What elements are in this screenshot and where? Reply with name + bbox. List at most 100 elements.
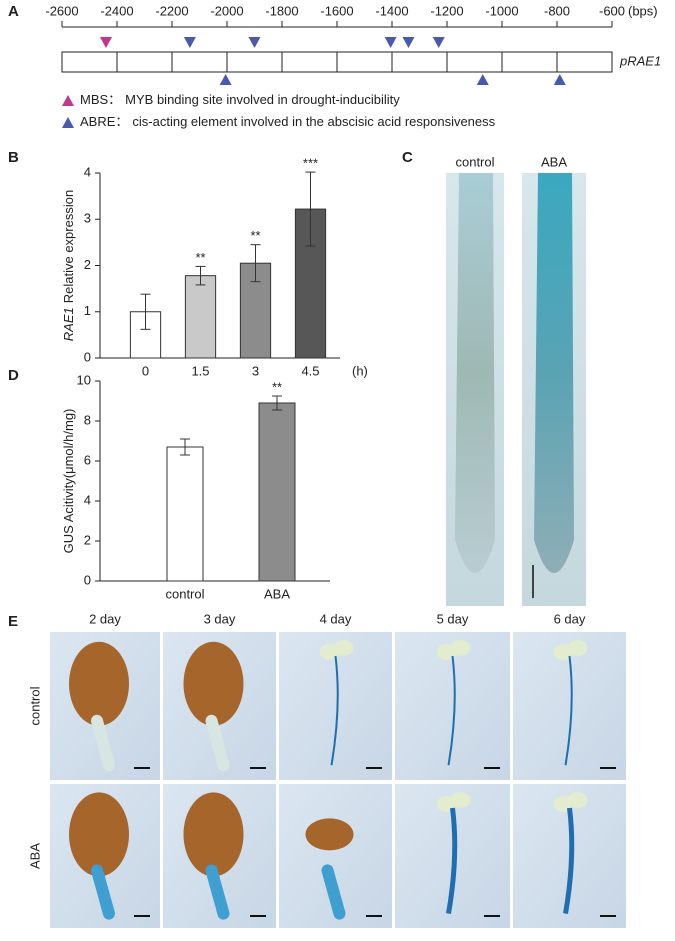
root — [446, 807, 458, 915]
x-axis-label: (h) — [352, 363, 368, 378]
y-axis-label: RAE1 Relative expression — [61, 190, 76, 341]
cotyledon — [333, 640, 354, 656]
legend-symbol — [62, 95, 74, 106]
error-bar — [250, 244, 261, 283]
root-image — [534, 173, 574, 573]
error-bar — [180, 438, 190, 456]
significance-label: ** — [195, 250, 205, 265]
root — [564, 655, 573, 766]
bar — [258, 402, 296, 582]
error-bar — [140, 293, 151, 330]
x-tick-label: 0 — [142, 363, 149, 378]
significance-label: ** — [250, 228, 260, 243]
y-tick-label: 1 — [84, 303, 91, 318]
panel-label: B — [8, 149, 19, 166]
column-label: 3 day — [204, 611, 236, 626]
column-label: control — [455, 154, 494, 169]
row-label: control — [27, 686, 42, 725]
y-axis-label-text: GUS Acitivity(μmol/h/mg) — [61, 409, 76, 554]
seed — [183, 641, 244, 726]
seed — [183, 792, 244, 877]
legend-label: MBS： — [80, 92, 121, 107]
legend-text: cis-acting element involved in the absci… — [132, 114, 495, 129]
x-tick-label: -600 — [599, 3, 625, 18]
cotyledon — [450, 640, 471, 656]
y-tick-label: 2 — [84, 257, 91, 272]
root — [447, 655, 456, 766]
y-tick-label: 0 — [84, 349, 91, 364]
y-axis-label: GUS Acitivity(μmol/h/mg) — [61, 409, 76, 554]
panel-label: D — [8, 367, 19, 384]
y-tick-label: 3 — [84, 211, 91, 226]
abre-site — [384, 37, 397, 48]
seed — [305, 818, 354, 851]
error-bar — [195, 265, 206, 286]
column-label: 4 day — [320, 611, 352, 626]
significance-label: ** — [272, 379, 282, 394]
root — [330, 655, 339, 766]
bar — [184, 275, 217, 359]
abre-site — [553, 74, 566, 85]
panel-label: E — [8, 613, 18, 630]
panel-label: A — [8, 3, 19, 20]
x-tick-label: 1.5 — [191, 363, 209, 378]
abre-site — [476, 74, 489, 85]
error-bar — [305, 171, 316, 247]
x-tick-label: -1600 — [320, 3, 353, 18]
cotyledon — [567, 640, 588, 656]
promoter-box — [61, 51, 613, 73]
root — [563, 807, 575, 915]
x-tick-label: -2600 — [45, 3, 78, 18]
legend-entry: MBS： MYB binding site involved in drought… — [80, 92, 400, 107]
bar — [166, 446, 204, 582]
promoter-name: pRAE1 — [619, 53, 661, 68]
y-tick-label: 0 — [84, 572, 91, 587]
radicle — [321, 864, 346, 920]
cotyledon — [450, 792, 471, 808]
y-axis-label-gene: RAE1 — [61, 307, 76, 341]
abre-site — [248, 37, 261, 48]
x-tick-label: control — [165, 586, 204, 601]
x-tick-label: -1800 — [265, 3, 298, 18]
column-label: ABA — [541, 154, 567, 169]
x-tick-label: ABA — [264, 586, 290, 601]
legend-entry: ABRE： cis-acting element involved in the … — [80, 114, 496, 129]
radicle — [91, 864, 115, 920]
x-tick-label: -1200 — [430, 3, 463, 18]
x-tick-label: -1000 — [485, 3, 518, 18]
column-label: 5 day — [437, 611, 469, 626]
root-image — [455, 173, 495, 573]
panel-label: C — [402, 149, 413, 166]
seed — [69, 792, 129, 877]
legend-label: ABRE： — [80, 114, 128, 129]
y-tick-label: 4 — [84, 492, 91, 507]
abre-site — [402, 37, 415, 48]
mbs-site — [100, 37, 112, 48]
abre-site — [432, 37, 445, 48]
column-label: 2 day — [89, 611, 121, 626]
cotyledon — [567, 792, 588, 808]
x-tick-label: -2400 — [100, 3, 133, 18]
y-tick-label: 10 — [77, 372, 91, 387]
radicle — [205, 714, 230, 772]
x-tick-label: -2000 — [210, 3, 243, 18]
radicle — [91, 714, 115, 772]
abre-site — [219, 74, 232, 85]
column-label: 6 day — [554, 611, 586, 626]
y-tick-label: 6 — [84, 452, 91, 467]
y-tick-label: 4 — [84, 164, 91, 179]
legend-text: MYB binding site involved in drought-ind… — [125, 92, 400, 107]
error-bar — [272, 395, 282, 411]
x-tick-label: -2200 — [155, 3, 188, 18]
abre-site — [183, 37, 196, 48]
row-label: ABA — [27, 843, 42, 869]
y-tick-label: 8 — [84, 412, 91, 427]
y-tick-label: 2 — [84, 532, 91, 547]
y-axis-label-text: Relative expression — [61, 190, 76, 303]
axis-unit: (bps) — [628, 3, 658, 18]
radicle — [205, 864, 230, 920]
x-tick-label: 3 — [252, 363, 259, 378]
x-tick-label: -1400 — [375, 3, 408, 18]
x-tick-label: 4.5 — [301, 363, 319, 378]
